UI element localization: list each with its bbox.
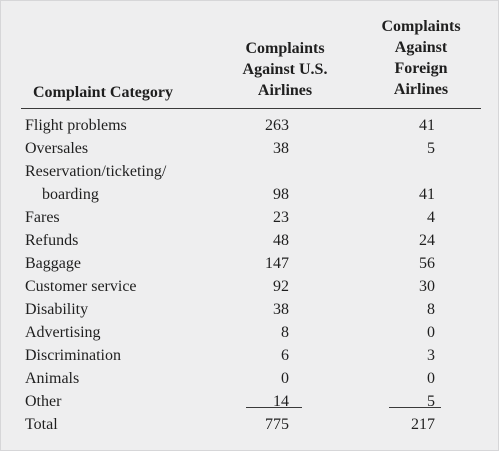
table-row: boarding 98 41: [1, 183, 498, 206]
table-row: Baggage 147 56: [1, 252, 498, 275]
foreign-count-cell: 41: [419, 117, 435, 134]
us-count-cell: 147: [265, 255, 289, 272]
category-cell: Customer service: [25, 278, 137, 295]
table-row: Disability 38 8: [1, 298, 498, 321]
category-cell: boarding: [42, 186, 99, 203]
foreign-count-cell: 30: [419, 278, 435, 295]
table-row: Reservation/ticketing/: [1, 160, 498, 183]
foreign-count-cell: 24: [419, 232, 435, 249]
category-cell: Total: [25, 416, 58, 433]
foreign-count-cell: 8: [427, 301, 435, 318]
header-line: Complaints: [381, 18, 461, 35]
table-row: Discrimination 6 3: [1, 344, 498, 367]
us-count-cell: 263: [265, 117, 289, 134]
foreign-total-rule: [389, 407, 441, 408]
table-row: Animals 0 0: [1, 367, 498, 390]
category-cell: Oversales: [25, 140, 89, 157]
foreign-count-cell: 217: [411, 416, 435, 433]
category-cell: Discrimination: [25, 347, 121, 364]
table-row: Refunds 48 24: [1, 229, 498, 252]
table-row: Flight problems 263 41: [1, 114, 498, 137]
us-count-cell: 8: [281, 324, 289, 341]
category-cell: Advertising: [25, 324, 101, 341]
header-foreign-airlines: Complaints Against Foreign Airlines: [369, 16, 473, 100]
header-us-airlines: Complaints Against U.S. Airlines: [225, 38, 345, 101]
us-count-cell: 23: [273, 209, 289, 226]
table-row: Other 14 5: [1, 390, 498, 413]
foreign-count-cell: 5: [427, 393, 435, 410]
foreign-count-cell: 4: [427, 209, 435, 226]
table-row: Customer service 92 30: [1, 275, 498, 298]
category-cell: Fares: [25, 209, 60, 226]
foreign-count-cell: 5: [427, 140, 435, 157]
table-row: Advertising 8 0: [1, 321, 498, 344]
foreign-count-cell: 0: [427, 370, 435, 387]
table-row: Fares 23 4: [1, 206, 498, 229]
header-complaint-category: Complaint Category: [33, 82, 173, 103]
us-count-cell: 98: [273, 186, 289, 203]
foreign-count-cell: 0: [427, 324, 435, 341]
header-line: Complaints: [245, 40, 325, 57]
category-cell: Other: [25, 393, 62, 410]
us-count-cell: 48: [273, 232, 289, 249]
us-count-cell: 6: [281, 347, 289, 364]
header-line: Against U.S.: [242, 61, 328, 78]
category-cell: Refunds: [25, 232, 79, 249]
us-count-cell: 38: [273, 301, 289, 318]
header-line: Against: [394, 39, 448, 56]
category-cell: Baggage: [25, 255, 81, 272]
us-count-cell: 38: [273, 140, 289, 157]
header-line: Airlines: [393, 81, 449, 98]
foreign-count-cell: 56: [419, 255, 435, 272]
category-cell: Flight problems: [25, 117, 127, 134]
header-line: Airlines: [257, 82, 313, 99]
header-line: Complaint Category: [33, 84, 173, 101]
header-line: Foreign: [394, 60, 448, 77]
us-count-cell: 775: [265, 416, 289, 433]
foreign-count-cell: 3: [427, 347, 435, 364]
category-cell: Reservation/ticketing/: [25, 163, 167, 180]
header-divider: [21, 108, 481, 109]
category-cell: Animals: [25, 370, 80, 387]
table-row: Oversales 38 5: [1, 137, 498, 160]
foreign-count-cell: 41: [419, 186, 435, 203]
us-count-cell: 14: [273, 393, 289, 410]
us-count-cell: 92: [273, 278, 289, 295]
us-count-cell: 0: [281, 370, 289, 387]
category-cell: Disability: [25, 301, 89, 318]
total-row: Total 775 217: [1, 413, 498, 436]
table-body: Flight problems 263 41 Oversales 38 5 Re…: [1, 114, 498, 436]
us-total-rule: [246, 407, 302, 408]
